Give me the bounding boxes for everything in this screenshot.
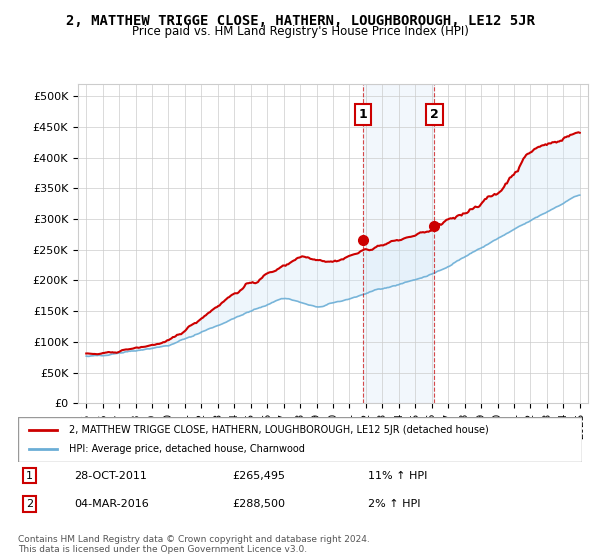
Text: 2: 2 bbox=[26, 499, 33, 509]
FancyBboxPatch shape bbox=[18, 417, 582, 462]
Text: 1: 1 bbox=[359, 108, 368, 121]
Text: £265,495: £265,495 bbox=[232, 470, 286, 480]
Text: £288,500: £288,500 bbox=[232, 499, 286, 509]
Text: 28-OCT-2011: 28-OCT-2011 bbox=[74, 470, 147, 480]
Text: 2: 2 bbox=[430, 108, 439, 121]
Text: 11% ↑ HPI: 11% ↑ HPI bbox=[368, 470, 427, 480]
Text: 2% ↑ HPI: 2% ↑ HPI bbox=[368, 499, 420, 509]
Text: 04-MAR-2016: 04-MAR-2016 bbox=[74, 499, 149, 509]
Text: 2, MATTHEW TRIGGE CLOSE, HATHERN, LOUGHBOROUGH, LE12 5JR (detached house): 2, MATTHEW TRIGGE CLOSE, HATHERN, LOUGHB… bbox=[69, 424, 488, 435]
Text: Price paid vs. HM Land Registry's House Price Index (HPI): Price paid vs. HM Land Registry's House … bbox=[131, 25, 469, 38]
Text: 1: 1 bbox=[26, 470, 33, 480]
Bar bbox=[363, 84, 434, 403]
Text: HPI: Average price, detached house, Charnwood: HPI: Average price, detached house, Char… bbox=[69, 445, 305, 455]
Text: Contains HM Land Registry data © Crown copyright and database right 2024.
This d: Contains HM Land Registry data © Crown c… bbox=[18, 535, 370, 554]
Text: 2, MATTHEW TRIGGE CLOSE, HATHERN, LOUGHBOROUGH, LE12 5JR: 2, MATTHEW TRIGGE CLOSE, HATHERN, LOUGHB… bbox=[65, 14, 535, 28]
